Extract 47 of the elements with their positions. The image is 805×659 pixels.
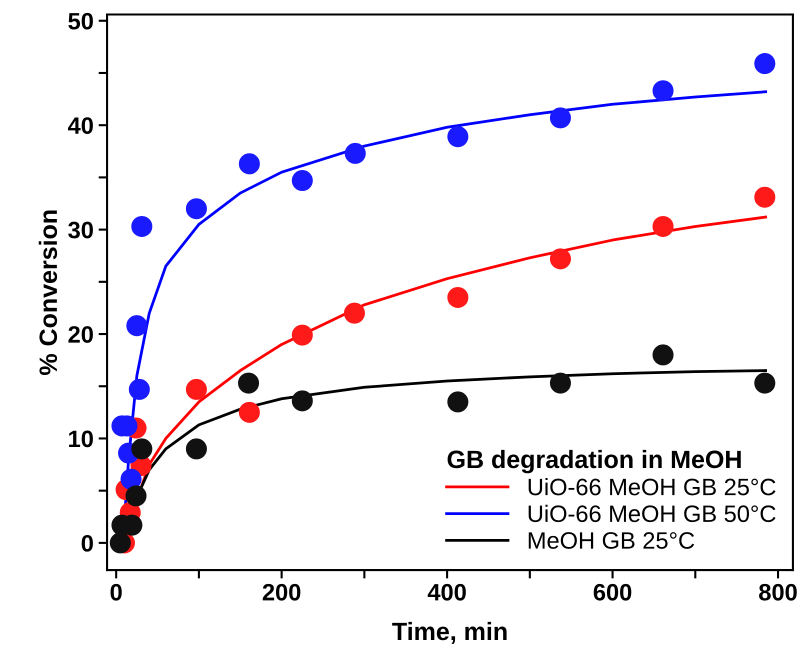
point bbox=[344, 302, 365, 324]
point bbox=[447, 286, 468, 308]
legend-label: MeOH GB 25°C bbox=[528, 532, 694, 549]
x-tick-label: 200 bbox=[262, 584, 300, 601]
point bbox=[292, 324, 313, 346]
point bbox=[238, 153, 260, 174]
legend-title: GB degradation in MeOH bbox=[448, 450, 741, 474]
point bbox=[128, 378, 150, 400]
point bbox=[126, 315, 148, 336]
point bbox=[344, 142, 366, 164]
point bbox=[447, 391, 468, 412]
point bbox=[652, 344, 674, 366]
point bbox=[238, 402, 260, 423]
x-tick-label: 400 bbox=[428, 584, 466, 601]
point bbox=[131, 438, 152, 460]
y-tick-label: 10 bbox=[69, 430, 93, 448]
point bbox=[652, 216, 674, 237]
point bbox=[292, 170, 313, 192]
point bbox=[131, 216, 152, 237]
point bbox=[110, 532, 131, 554]
x-tick-label: 600 bbox=[594, 584, 632, 601]
point bbox=[186, 438, 207, 460]
point bbox=[238, 372, 260, 394]
point bbox=[550, 372, 571, 394]
point bbox=[754, 372, 776, 394]
y-tick-label: 50 bbox=[68, 12, 93, 30]
point bbox=[550, 248, 571, 270]
point bbox=[754, 186, 776, 208]
point bbox=[754, 53, 776, 74]
x-axis-title: Time, min bbox=[392, 622, 507, 644]
point bbox=[120, 468, 142, 490]
y-axis-title: % Conversion bbox=[38, 210, 58, 375]
y-tick-label: 0 bbox=[82, 534, 93, 552]
x-tick-label: 0 bbox=[110, 584, 122, 601]
legend-label: UiO-66 MeOH GB 50°C bbox=[528, 504, 776, 522]
point bbox=[186, 378, 207, 400]
point bbox=[292, 390, 313, 412]
point bbox=[447, 126, 468, 148]
point bbox=[550, 107, 571, 128]
y-tick-label: 30 bbox=[68, 222, 93, 238]
y-tick-label: 40 bbox=[68, 117, 93, 134]
point bbox=[126, 485, 147, 506]
point bbox=[186, 198, 207, 220]
legend-label: UiO-66 MeOH GB 25°C bbox=[528, 478, 776, 496]
point bbox=[652, 80, 674, 102]
y-tick-label: 20 bbox=[68, 326, 93, 343]
x-tick-label: 800 bbox=[759, 584, 797, 601]
